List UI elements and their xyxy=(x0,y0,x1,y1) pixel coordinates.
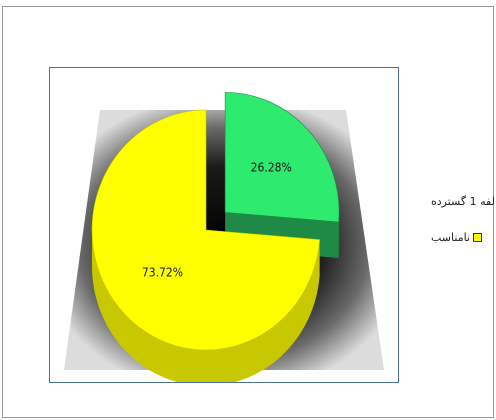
chart-area: 26.28% 73.72% لفه 1 گسترده نامناسب xyxy=(2,6,496,418)
pie-slice-2: 73.72% xyxy=(91,109,320,382)
pie-slice-top-1 xyxy=(224,92,340,223)
data-label-2: 73.72% xyxy=(142,265,183,279)
plot-area: 26.28% 73.72% xyxy=(49,67,399,383)
legend-entry-1: لفه 1 گسترده xyxy=(431,193,496,209)
pie-slice-side-2 xyxy=(92,230,320,382)
data-label-1: 26.28% xyxy=(251,161,292,175)
legend-label-2: نامناسب xyxy=(431,230,470,244)
legend-swatch-2 xyxy=(473,232,482,242)
legend-entry-2: نامناسب xyxy=(431,229,496,245)
legend: لفه 1 گسترده نامناسب xyxy=(431,193,496,265)
pie-slice-top-2 xyxy=(91,109,320,351)
legend-label-1: لفه 1 گسترده xyxy=(431,194,495,208)
pie-chart: 26.28% 73.72% xyxy=(64,92,384,382)
